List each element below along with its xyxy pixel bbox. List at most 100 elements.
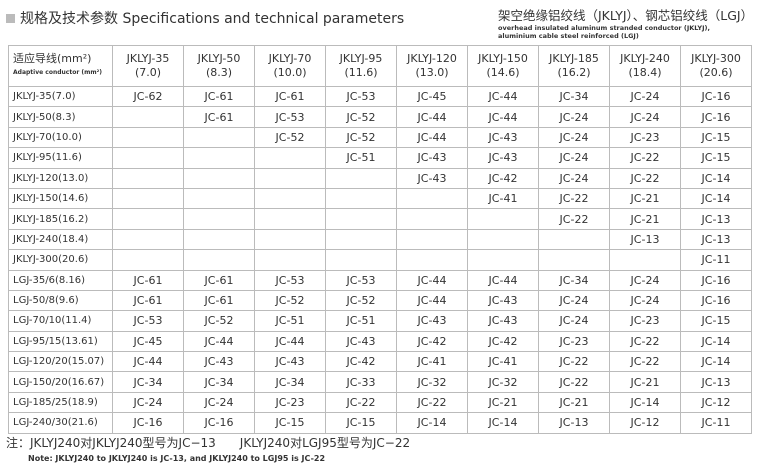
table-cell: JC-13 bbox=[609, 228, 681, 251]
table-cell bbox=[112, 147, 184, 169]
table-cell: JC-15 bbox=[680, 126, 752, 149]
row-label: JKLYJ-150(14.6) bbox=[8, 187, 113, 210]
table-cell: JC-53 bbox=[254, 106, 326, 128]
table-cell: JC-43 bbox=[467, 147, 539, 169]
table-cell bbox=[396, 228, 468, 251]
table-cell: JC-22 bbox=[325, 391, 397, 414]
table-cell bbox=[112, 249, 184, 271]
table-cell: JC-15 bbox=[254, 412, 326, 434]
column-name: JKLYJ-300 bbox=[691, 52, 741, 65]
table-cell bbox=[254, 187, 326, 210]
table-row: JKLYJ-120(13.0) JC-43 JC-42 JC-24 JC-22 JC-14 bbox=[8, 167, 752, 189]
table-cell: JC-44 bbox=[254, 330, 326, 353]
table-cell: JC-53 bbox=[254, 269, 326, 291]
table-cell: JC-15 bbox=[680, 147, 752, 169]
table-row: LGJ-150/20(16.67) JC-34 JC-34 JC-34 JC-33 JC-… bbox=[8, 371, 752, 393]
table-cell: JC-43 bbox=[325, 330, 397, 353]
table-cell: JC-24 bbox=[538, 310, 610, 332]
table-row: JKLYJ-150(14.6) JC-41 JC-22 JC-21 JC-14 bbox=[8, 187, 752, 210]
table-row: JKLYJ-300(20.6) JC-11 bbox=[8, 249, 752, 271]
table-cell: JC-52 bbox=[325, 126, 397, 149]
table-cell: JC-12 bbox=[680, 391, 752, 414]
table-row: LGJ-120/20(15.07) JC-44 JC-43 JC-43 JC-42 JC-… bbox=[8, 351, 752, 373]
table-cell bbox=[254, 228, 326, 251]
table-cell: JC-42 bbox=[467, 330, 539, 353]
table-cell: JC-15 bbox=[325, 412, 397, 434]
table-cell: JC-52 bbox=[254, 289, 326, 312]
table-cell: JC-53 bbox=[325, 269, 397, 291]
table-cell: JC-21 bbox=[609, 208, 681, 230]
column-header: JKLYJ-50 (8.3) bbox=[183, 45, 255, 87]
table-cell: JC-24 bbox=[609, 289, 681, 312]
table-cell: JC-22 bbox=[538, 187, 610, 210]
table-cell: JC-45 bbox=[396, 85, 468, 108]
table-cell: JC-43 bbox=[183, 351, 255, 373]
table-cell bbox=[112, 187, 184, 210]
table-cell bbox=[467, 249, 539, 271]
table-row: LGJ-50/8(9.6) JC-61 JC-61 JC-52 JC-52 JC-44 JC… bbox=[8, 289, 752, 312]
table-cell: JC-21 bbox=[467, 391, 539, 414]
row-label: LGJ-240/30(21.6) bbox=[8, 412, 113, 434]
table-cell bbox=[396, 249, 468, 271]
row-label: LGJ-50/8(9.6) bbox=[8, 289, 113, 312]
row-label: LGJ-185/25(18.9) bbox=[8, 391, 113, 414]
table-cell bbox=[183, 147, 255, 169]
table-cell: JC-32 bbox=[396, 371, 468, 393]
note-en: Note: JKLYJ240 to JKLYJ240 is JC-13, and… bbox=[28, 454, 326, 463]
table-cell: JC-16 bbox=[680, 85, 752, 108]
table-cell: JC-52 bbox=[183, 310, 255, 332]
table-cell: JC-15 bbox=[680, 310, 752, 332]
table-cell: JC-41 bbox=[467, 351, 539, 373]
table-cell: JC-34 bbox=[538, 269, 610, 291]
table-cell: JC-43 bbox=[396, 310, 468, 332]
table-cell: JC-16 bbox=[680, 106, 752, 128]
table-cell bbox=[183, 228, 255, 251]
table-cell: JC-22 bbox=[538, 208, 610, 230]
table-cell: JC-44 bbox=[112, 351, 184, 373]
table-row: LGJ-95/15(13.61) JC-45 JC-44 JC-44 JC-43 JC-4… bbox=[8, 330, 752, 353]
table-cell: JC-61 bbox=[254, 85, 326, 108]
table-cell: JC-16 bbox=[183, 412, 255, 434]
column-header: JKLYJ-300 (20.6) bbox=[680, 45, 752, 87]
table-cell: JC-23 bbox=[254, 391, 326, 414]
table-cell bbox=[112, 228, 184, 251]
table-cell: JC-44 bbox=[396, 126, 468, 149]
table-cell: JC-42 bbox=[396, 330, 468, 353]
table-cell: JC-13 bbox=[680, 228, 752, 251]
column-size: (14.6) bbox=[486, 66, 520, 79]
table-cell: JC-32 bbox=[467, 371, 539, 393]
row-label: JKLYJ-50(8.3) bbox=[8, 106, 113, 128]
table-cell: JC-24 bbox=[183, 391, 255, 414]
table-cell: JC-14 bbox=[680, 330, 752, 353]
table-cell bbox=[538, 228, 610, 251]
table-cell: JC-21 bbox=[609, 187, 681, 210]
column-header: JKLYJ-185 (16.2) bbox=[538, 45, 610, 87]
table-cell: JC-61 bbox=[112, 269, 184, 291]
row-label: JKLYJ-120(13.0) bbox=[8, 167, 113, 189]
table-cell: JC-11 bbox=[680, 412, 752, 434]
subtitle-en: aluminium cable steel reinforced (LGJ) bbox=[498, 32, 639, 40]
table-cell bbox=[609, 249, 681, 271]
table-cell: JC-16 bbox=[680, 289, 752, 312]
subtitle-cn: 架空绝缘铝绞线（JKLYJ）、钢芯铝绞线（LGJ） bbox=[498, 8, 754, 23]
table-cell: JC-34 bbox=[254, 371, 326, 393]
table-cell: JC-52 bbox=[325, 106, 397, 128]
column-header: JKLYJ-150 (14.6) bbox=[467, 45, 539, 87]
table-cell bbox=[112, 126, 184, 149]
table-cell: JC-51 bbox=[325, 310, 397, 332]
table-cell: JC-42 bbox=[467, 167, 539, 189]
table-cell: JC-13 bbox=[538, 412, 610, 434]
table-cell bbox=[325, 167, 397, 189]
column-size: (20.6) bbox=[699, 66, 733, 79]
table-row: JKLYJ-240(18.4) JC-13 JC-13 bbox=[8, 228, 752, 251]
title: 规格及技术参数 Specifications and technical par… bbox=[20, 11, 405, 27]
table-cell: JC-22 bbox=[609, 330, 681, 353]
row-label: JKLYJ-185(16.2) bbox=[8, 208, 113, 230]
table-cell: JC-22 bbox=[609, 351, 681, 373]
subtitle-en: overhead insulated aluminum stranded con… bbox=[498, 23, 710, 32]
table-cell bbox=[254, 249, 326, 271]
table-row: LGJ-185/25(18.9) JC-24 JC-24 JC-23 JC-22 JC-2… bbox=[8, 391, 752, 414]
column-size: (10.0) bbox=[273, 66, 307, 79]
table-cell: JC-24 bbox=[538, 126, 610, 149]
table-row: LGJ-35/6(8.16) JC-61 JC-61 JC-53 JC-53 JC-44 J… bbox=[8, 269, 752, 291]
